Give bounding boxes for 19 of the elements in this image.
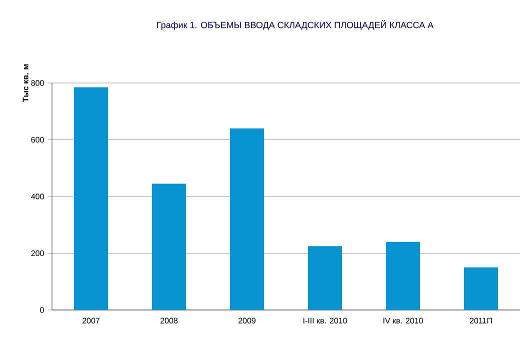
bar [386, 242, 420, 310]
y-tick-label: 400 [31, 194, 44, 200]
bar [230, 128, 264, 310]
x-tick-label: IV кв. 2010 [383, 318, 423, 324]
y-tick-label: 0 [40, 307, 44, 313]
y-tick-label: 800 [31, 80, 44, 86]
x-tick-label: 2011П [470, 318, 492, 324]
x-tick-label: I-III кв. 2010 [303, 318, 347, 324]
y-tick-label: 200 [31, 250, 44, 256]
chart-title: График 1. ОБЪЕМЫ ВВОДА СКЛАДСКИХ ПЛОЩАДЕЙ КЛАССА А [157, 20, 434, 30]
bar [74, 87, 108, 310]
bar [464, 267, 498, 310]
bar [152, 184, 186, 310]
y-tick-label: 600 [31, 136, 44, 143]
x-tick-label: 2007 [82, 318, 100, 324]
x-tick-label: 2009 [238, 318, 256, 324]
bar [308, 246, 342, 310]
x-tick-label: 2008 [160, 318, 178, 324]
y-axis-title: Тыс кв. м [22, 64, 28, 102]
